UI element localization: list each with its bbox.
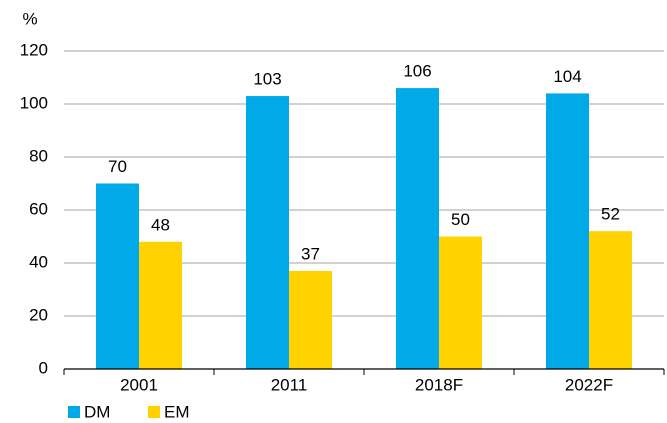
data-label: 103 <box>253 70 281 89</box>
bar <box>139 241 182 369</box>
y-tick-label: 60 <box>29 199 48 218</box>
legend-label: EM <box>164 402 190 421</box>
legend-swatch <box>68 406 80 418</box>
bar <box>246 96 289 370</box>
y-tick-label: 20 <box>29 305 48 324</box>
data-label: 50 <box>451 210 470 229</box>
bar <box>396 88 439 369</box>
data-label: 106 <box>403 62 431 81</box>
legend-swatch <box>148 406 160 418</box>
bar <box>96 183 139 369</box>
data-label: 48 <box>151 215 170 234</box>
y-axis-label: % <box>22 9 37 28</box>
bar <box>439 236 482 369</box>
y-tick-label: 80 <box>29 146 48 165</box>
data-label: 104 <box>553 67 581 86</box>
y-tick-label: 40 <box>29 252 48 271</box>
x-tick-label: 2018F <box>415 375 463 394</box>
x-tick-label: 2001 <box>120 375 158 394</box>
x-tick-label: 2022F <box>565 375 613 394</box>
y-tick-label: 100 <box>20 93 48 112</box>
y-tick-label: 0 <box>39 358 48 377</box>
data-label: 52 <box>601 205 620 224</box>
data-label: 70 <box>108 157 127 176</box>
y-tick-label: 120 <box>20 40 48 59</box>
bar <box>289 270 332 369</box>
data-label: 37 <box>301 244 320 263</box>
legend-label: DM <box>84 402 110 421</box>
x-tick-label: 2011 <box>271 375 308 394</box>
bar <box>589 231 632 369</box>
bar <box>546 93 589 370</box>
